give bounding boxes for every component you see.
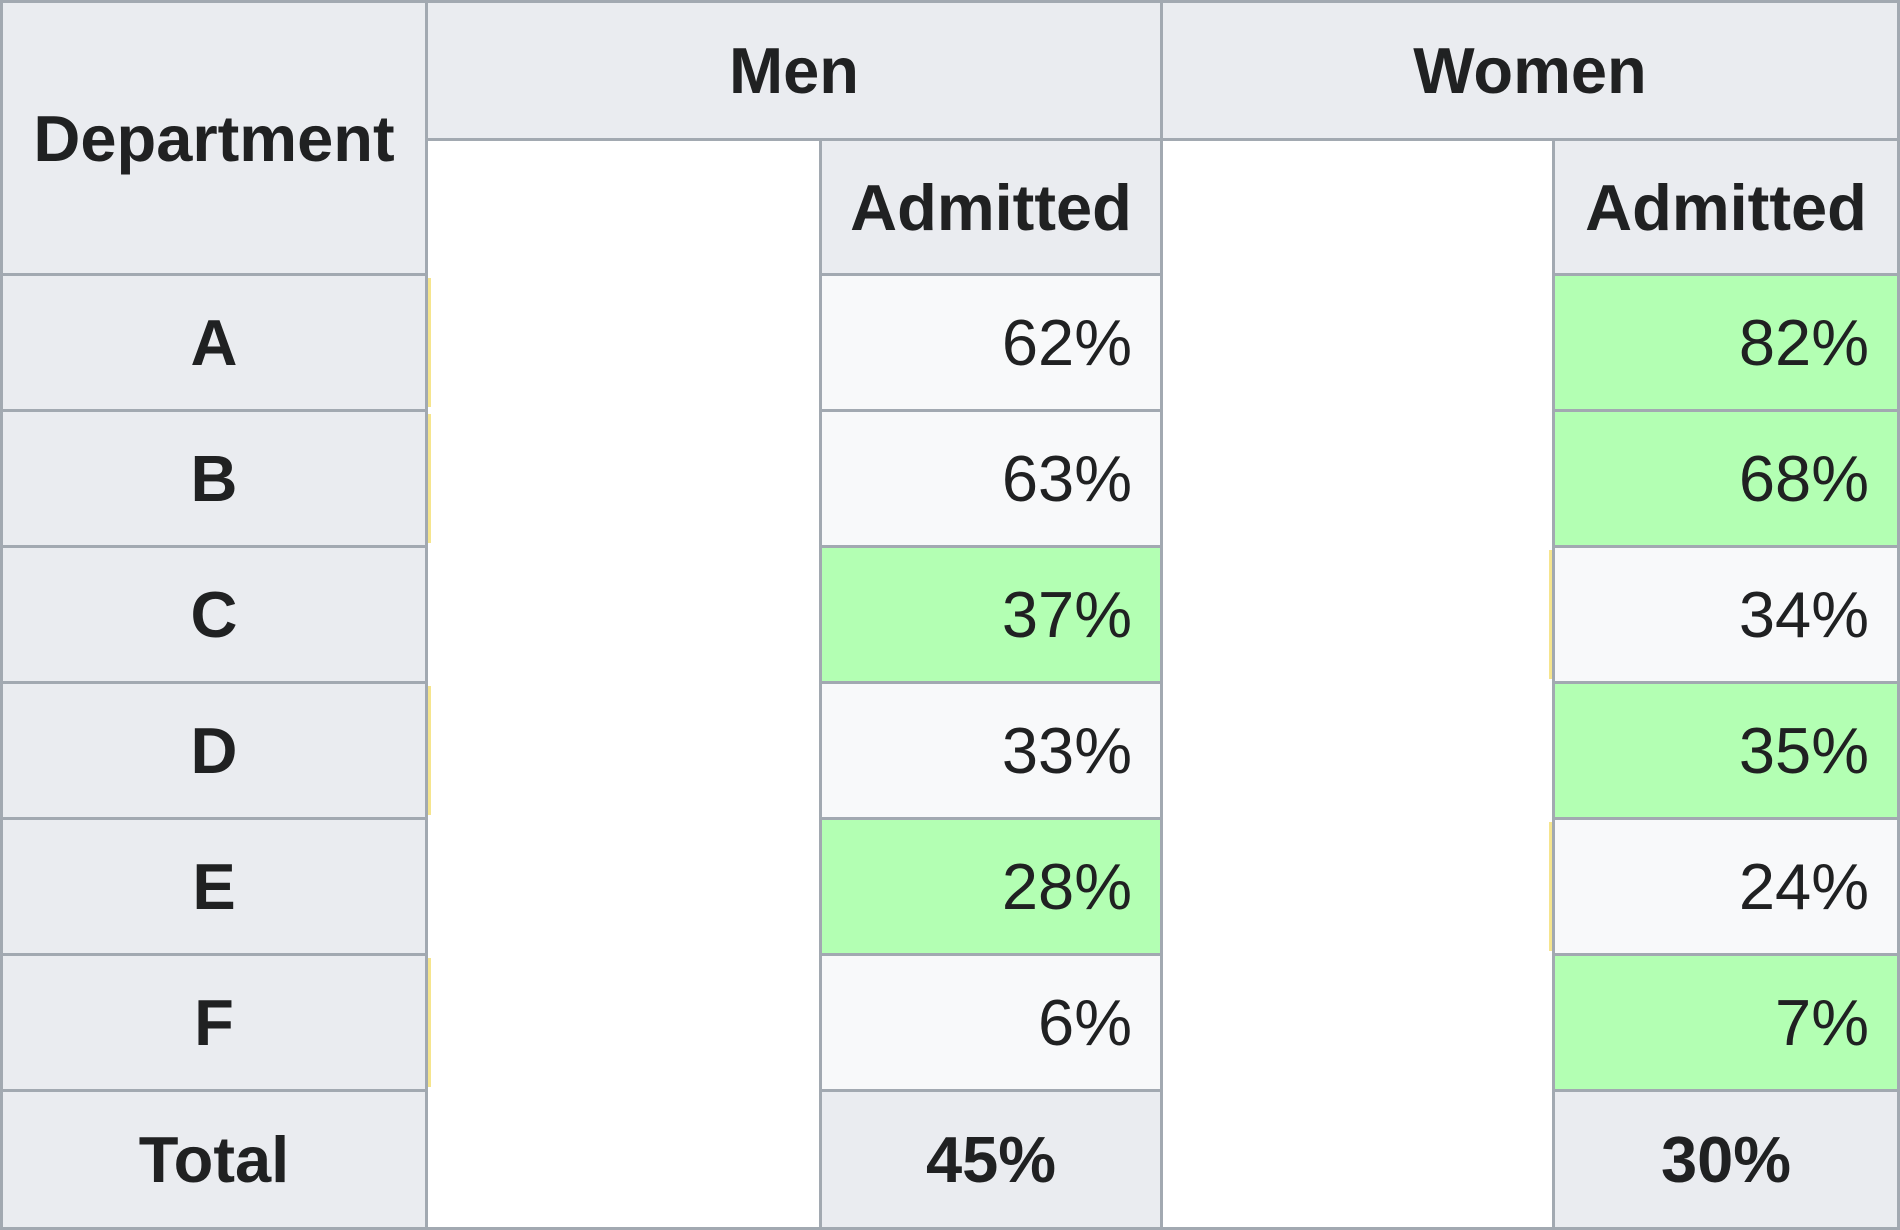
row-d-men-admitted: 33%: [819, 681, 1163, 820]
row-c-men-admitted: 37%: [819, 545, 1163, 684]
header-department-label: Department: [33, 101, 395, 175]
row-e-marker: [1549, 822, 1552, 951]
row-c-department: C: [0, 545, 428, 684]
women-admitted-value: 7%: [1775, 986, 1869, 1059]
men-admitted-value: 37%: [1001, 578, 1132, 651]
header-women-admitted: Admitted: [1552, 138, 1900, 276]
row-b-women-admitted: 68%: [1552, 409, 1900, 548]
men-admitted-value: 63%: [1001, 442, 1132, 515]
header-women-admitted-label: Admitted: [1585, 170, 1867, 244]
women-blank-column: [1163, 138, 1555, 1230]
row-b-men-admitted: 63%: [819, 409, 1163, 548]
row-c-marker: [1549, 550, 1552, 679]
row-a-department: A: [0, 273, 428, 412]
row-f-men-admitted: 6%: [819, 953, 1163, 1092]
department-label: E: [192, 850, 236, 923]
row-e-men-admitted: 28%: [819, 817, 1163, 956]
women-admitted-value: 34%: [1738, 578, 1869, 651]
row-a-men-admitted: 62%: [819, 273, 1163, 412]
row-f-department: F: [0, 953, 428, 1092]
men-blank-column: [428, 138, 822, 1230]
row-b-marker: [428, 414, 431, 543]
women-admitted-value: 68%: [1738, 442, 1869, 515]
total-label-cell: Total: [0, 1089, 428, 1230]
total-women-admitted: 30%: [1552, 1089, 1900, 1230]
men-admitted-value: 6%: [1038, 986, 1132, 1059]
total-label: Total: [138, 1123, 290, 1196]
row-e-department: E: [0, 817, 428, 956]
women-admitted-value: 24%: [1738, 850, 1869, 923]
men-admitted-value: 62%: [1001, 306, 1132, 379]
header-women-label: Women: [1413, 34, 1647, 107]
women-admitted-value: 35%: [1738, 714, 1869, 787]
row-a-women-admitted: 82%: [1552, 273, 1900, 412]
row-d-women-admitted: 35%: [1552, 681, 1900, 820]
header-men: Men: [425, 0, 1163, 141]
row-d-department: D: [0, 681, 428, 820]
row-d-marker: [428, 686, 431, 815]
department-label: B: [190, 442, 238, 515]
men-admitted-value: 33%: [1001, 714, 1132, 787]
department-label: A: [190, 306, 238, 379]
department-label: F: [194, 986, 234, 1059]
department-label: D: [190, 714, 238, 787]
row-a-marker: [428, 278, 431, 407]
total-men-value: 45%: [925, 1123, 1057, 1196]
header-men-admitted-label: Admitted: [850, 170, 1132, 244]
header-men-admitted: Admitted: [819, 138, 1163, 276]
header-men-label: Men: [729, 34, 859, 107]
header-department: Department: [0, 0, 428, 276]
row-b-department: B: [0, 409, 428, 548]
women-admitted-value: 82%: [1738, 306, 1869, 379]
department-label: C: [190, 578, 238, 651]
total-women-value: 30%: [1660, 1123, 1792, 1196]
row-f-marker: [428, 958, 431, 1087]
total-men-admitted: 45%: [819, 1089, 1163, 1230]
row-e-women-admitted: 24%: [1552, 817, 1900, 956]
header-women: Women: [1160, 0, 1900, 141]
row-f-women-admitted: 7%: [1552, 953, 1900, 1092]
men-admitted-value: 28%: [1001, 850, 1132, 923]
row-c-women-admitted: 34%: [1552, 545, 1900, 684]
